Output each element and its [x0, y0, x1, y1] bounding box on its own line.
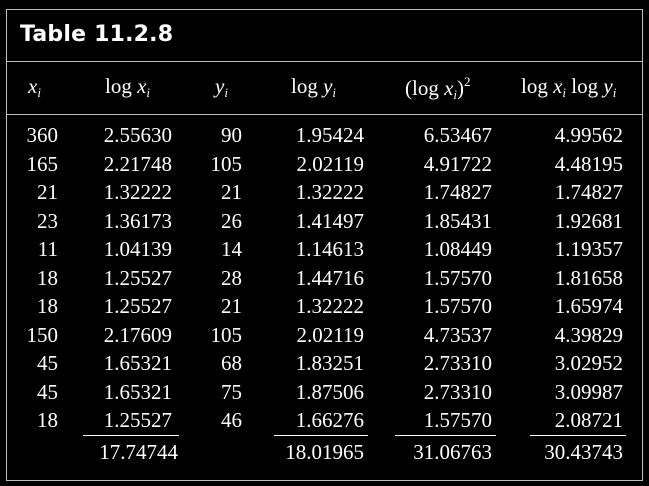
table-cell: 18 — [37, 408, 58, 432]
table-cell: 1.25527 — [103, 294, 172, 318]
total-log-x: 17.74744 — [99, 440, 178, 464]
table-cell: 18 — [37, 265, 58, 290]
table-frame — [6, 9, 643, 481]
table-cell: 4.73537 — [423, 322, 492, 347]
table-cell: 26 — [221, 208, 242, 233]
table-cell: 1.92681 — [554, 208, 623, 233]
column-y: 90 105 21 26 14 28 21 105 68 75 46 — [190, 121, 243, 435]
table-cell: 165 — [26, 151, 59, 176]
table-cell: 2.08721 — [554, 408, 623, 432]
column-log-y: 1.95424 2.02119 1.32222 1.41497 1.14613 1.447… — [270, 121, 364, 435]
table-cell: 1.32222 — [103, 180, 172, 204]
column-log-x: 2.55630 2.21748 1.32222 1.36173 1.04139 1.255… — [80, 121, 172, 435]
table-cell: 1.41497 — [295, 208, 364, 233]
table-cell: 3.02952 — [554, 351, 623, 375]
table-cell: 46 — [221, 408, 242, 432]
header-log-y: log yi — [291, 74, 337, 100]
table-cell: 1.66276 — [295, 408, 364, 432]
table-cell: 2.17609 — [103, 322, 172, 347]
table-cell: 75 — [221, 379, 242, 404]
table-cell: 21 — [221, 294, 242, 318]
table-cell: 4.91722 — [423, 151, 492, 176]
table-cell: 1.19357 — [554, 237, 623, 261]
table-cell: 1.08449 — [423, 237, 492, 261]
table-cell: 1.36173 — [103, 208, 172, 233]
table-cell: 2.02119 — [296, 322, 364, 347]
table-cell: 1.14613 — [295, 237, 364, 261]
total-log-x-squared: 31.06763 — [413, 440, 492, 464]
sum-rule-log-y — [274, 435, 368, 436]
header-log-x: log xi — [105, 74, 151, 100]
table-cell: 1.81658 — [554, 265, 623, 290]
table-cell: 2.21748 — [103, 151, 172, 176]
table-cell: 150 — [26, 322, 59, 347]
header-log-x-squared: (log xi)2 — [405, 74, 471, 102]
table-cell: 4.39829 — [554, 322, 623, 347]
title-divider — [7, 61, 642, 62]
table-cell: 1.57570 — [423, 294, 492, 318]
table-cell: 1.74827 — [554, 180, 623, 204]
table-cell: 21 — [221, 180, 242, 204]
table-cell: 1.25527 — [103, 408, 172, 432]
table-cell: 4.48195 — [554, 151, 623, 176]
table-cell: 1.57570 — [423, 265, 492, 290]
table-cell: 11 — [37, 237, 58, 261]
table-cell: 1.57570 — [423, 408, 492, 432]
table-cell: 18 — [37, 294, 58, 318]
table-cell: 2.73310 — [423, 351, 492, 375]
total-log-x-log-y: 30.43743 — [544, 440, 623, 464]
table-cell: 105 — [210, 151, 243, 176]
table-cell: 1.32222 — [295, 180, 364, 204]
table-cell: 1.74827 — [423, 180, 492, 204]
table-cell: 14 — [221, 237, 242, 261]
header-log-x-log-y: log xi log yi — [521, 74, 617, 100]
table-cell: 2.73310 — [423, 379, 492, 404]
column-log-x-squared: 6.53467 4.91722 1.74827 1.85431 1.08449 1.575… — [400, 121, 492, 435]
table-cell: 2.02119 — [296, 151, 364, 176]
table-cell: 45 — [37, 379, 58, 404]
table-cell: 2.55630 — [103, 123, 172, 147]
sum-rule-log-x-log-y — [530, 435, 626, 436]
table-cell: 1.04139 — [103, 237, 172, 261]
header-x: xi — [28, 74, 41, 100]
table-cell: 1.87506 — [295, 379, 364, 404]
table-cell: 1.95424 — [295, 123, 364, 147]
table-cell: 45 — [37, 351, 58, 375]
table-cell: 1.65321 — [103, 351, 172, 375]
table-cell: 3.09987 — [554, 379, 623, 404]
table-cell: 1.83251 — [295, 351, 364, 375]
table-cell: 90 — [221, 123, 242, 147]
table-cell: 1.25527 — [103, 265, 172, 290]
table-cell: 360 — [26, 123, 59, 147]
total-log-y: 18.01965 — [285, 440, 364, 464]
header-y: yi — [215, 74, 228, 100]
table-cell: 6.53467 — [423, 123, 492, 147]
table-title: Table 11.2.8 — [20, 22, 174, 47]
header-divider — [7, 114, 642, 115]
table-cell: 4.99562 — [554, 123, 623, 147]
table-cell: 1.65321 — [103, 379, 172, 404]
table-cell: 68 — [221, 351, 242, 375]
table-cell: 1.32222 — [295, 294, 364, 318]
table-cell: 23 — [37, 208, 58, 233]
column-log-x-log-y: 4.99562 4.48195 1.74827 1.92681 1.19357 1.816… — [530, 121, 623, 435]
table-cell: 28 — [221, 265, 242, 290]
sum-rule-log-x — [83, 435, 179, 436]
table-cell: 1.65974 — [554, 294, 623, 318]
table-cell: 105 — [210, 322, 243, 347]
sum-rule-log-x-squared — [395, 435, 496, 436]
column-x: 360 165 21 23 11 18 18 150 45 45 18 — [10, 121, 59, 435]
table-cell: 21 — [37, 180, 58, 204]
table-cell: 1.44716 — [295, 265, 364, 290]
table-cell: 1.85431 — [423, 208, 492, 233]
